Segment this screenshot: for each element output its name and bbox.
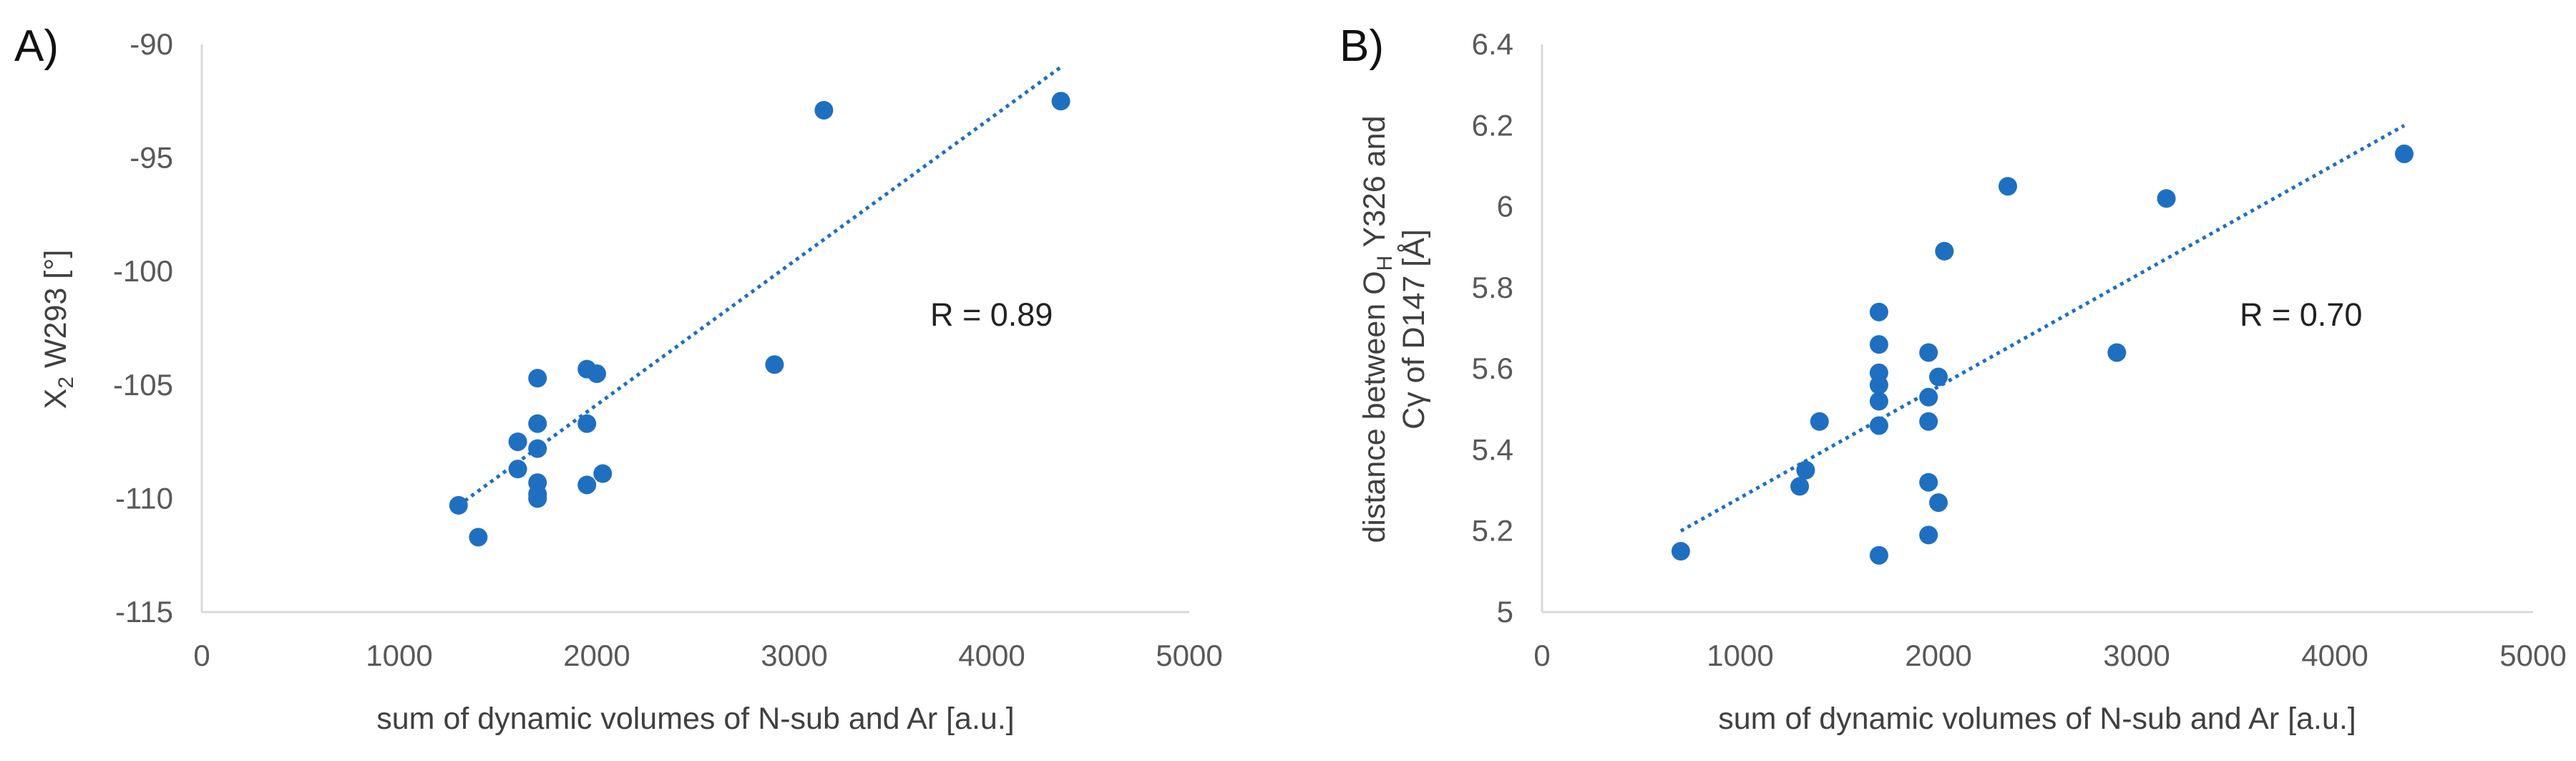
panel-a-y-tick-label: -100 (113, 254, 173, 288)
panel-a-r-annotation: R = 0.89 (930, 296, 1053, 333)
panel-b-x-tick-label: 1000 (1707, 639, 1773, 672)
panel-b-data-point (1998, 177, 2017, 196)
panel-b-data-point (1869, 375, 1888, 394)
panel-a-data-point (577, 414, 597, 433)
panel-b-data-point (1869, 416, 1888, 435)
panel-b-points (1671, 144, 2414, 565)
panel-a-data-point (593, 464, 613, 483)
panel-b-data-point (1869, 392, 1888, 411)
panel-b-data-point (1671, 542, 1690, 561)
panel-a-ylabel-sub: 2 (54, 377, 78, 389)
panel-b-data-point (1929, 493, 1948, 513)
panel-a-data-point (765, 355, 784, 374)
panel-a-data-point (528, 489, 547, 508)
panel-a-x-axis-label: sum of dynamic volumes of N-sub and Ar [… (376, 702, 1014, 736)
panel-b-y-axis-label-line1: distance between OH Y326 and (1357, 115, 1397, 543)
panel-a-ylabel-prefix: X (39, 389, 73, 409)
panel-a-ylabel-suffix: W293 [°] (39, 250, 73, 377)
panel-b-ylabel-prefix: distance between O (1357, 271, 1392, 543)
panel-a-label: A) (14, 21, 59, 71)
panel-b-data-point (2157, 189, 2176, 208)
panel-a-x-tick-label: 2000 (563, 639, 630, 672)
panel-a-data-point (528, 414, 547, 433)
panel-b: B) 5 5.2 5.4 5.6 5.8 6 6.2 6.4 0 1000 2000 3000 400… (1340, 21, 2567, 736)
panel-b-r-annotation: R = 0.70 (2240, 296, 2362, 333)
panel-a-data-point (528, 439, 547, 458)
panel-a-y-tick-label: -90 (130, 27, 173, 61)
panel-b-y-axis-label-line2: Cγ of D147 [Å] (1397, 229, 1431, 430)
panel-a-trendline (457, 65, 1063, 507)
panel-b-y-tick-label: 5.4 (1472, 432, 1513, 466)
panel-b-ylabel-sub: H (1373, 256, 1397, 271)
panel-b-x-tick-label: 3000 (2103, 639, 2170, 672)
panel-b-data-point (1919, 387, 1938, 407)
panel-a-x-ticks: 0 1000 2000 3000 4000 5000 (193, 639, 1222, 672)
panel-a-y-axis-label: X2 W293 [°] (39, 250, 78, 409)
panel-b-data-point (2107, 343, 2127, 362)
panel-b-y-tick-label: 6.2 (1472, 108, 1513, 142)
panel-a-data-point (508, 460, 527, 479)
panel-b-data-point (1869, 335, 1888, 354)
panel-a-data-point (1051, 92, 1070, 111)
panel-a-y-tick-label: -95 (130, 141, 173, 175)
panel-b-y-tick-label: 6.4 (1472, 27, 1513, 61)
panel-b-x-tick-label: 2000 (1905, 639, 1971, 672)
panel-b-y-ticks: 5 5.2 5.4 5.6 5.8 6 6.2 6.4 (1472, 27, 1513, 629)
panel-b-data-point (1935, 241, 1954, 261)
panel-a-x-tick-label: 0 (193, 639, 210, 672)
panel-a-y-tick-label: -115 (115, 595, 173, 629)
panel-a-y-tick-label: -110 (115, 481, 173, 515)
panel-b-y-tick-label: 6 (1497, 190, 1513, 223)
panel-a-data-point (577, 475, 597, 495)
panel-a-x-tick-label: 4000 (958, 639, 1025, 672)
panel-b-data-point (1790, 477, 1810, 496)
panel-a-y-tick-label: -105 (113, 368, 173, 402)
panel-b-data-point (1919, 343, 1938, 362)
panel-b-ylabel-suffix: Y326 and (1357, 115, 1392, 255)
panel-a-x-tick-label: 5000 (1156, 639, 1222, 672)
panel-b-data-point (1796, 460, 1815, 480)
panel-b-x-tick-label: 4000 (2301, 639, 2368, 672)
panel-b-data-point (1919, 472, 1938, 492)
panel-a: A) -90 -95 -100 -105 -110 -115 0 1000 2000 3000 4… (14, 21, 1223, 736)
panel-b-y-tick-label: 5.8 (1472, 271, 1513, 304)
panel-b-data-point (1869, 546, 1888, 565)
panel-b-data-point (1810, 412, 1829, 431)
panel-b-x-ticks: 0 1000 2000 3000 4000 5000 (1533, 639, 2566, 672)
panel-a-points (449, 92, 1070, 547)
panel-a-data-point (469, 528, 488, 547)
panel-b-x-tick-label: 0 (1533, 639, 1550, 672)
panel-b-data-point (2394, 144, 2414, 163)
panel-b-y-tick-label: 5.6 (1472, 352, 1513, 385)
panel-a-data-point (508, 432, 527, 452)
panel-b-x-axis-label: sum of dynamic volumes of N-sub and Ar [… (1718, 702, 2356, 736)
panel-a-x-tick-label: 1000 (366, 639, 432, 672)
panel-a-y-ticks: -90 -95 -100 -105 -110 -115 (113, 27, 173, 629)
panel-a-data-point (449, 495, 468, 515)
panel-b-label: B) (1340, 21, 1384, 71)
panel-b-y-tick-label: 5.2 (1472, 514, 1513, 548)
panel-a-data-point (528, 369, 547, 388)
panel-a-x-tick-label: 3000 (761, 639, 827, 672)
panel-b-data-point (1919, 525, 1938, 545)
panel-a-data-point (587, 364, 606, 383)
panel-b-data-point (1869, 302, 1888, 321)
panel-b-data-point (1929, 367, 1948, 387)
panel-a-data-point (814, 100, 834, 120)
panel-b-x-tick-label: 5000 (2499, 639, 2566, 672)
panel-b-y-tick-label: 5 (1497, 595, 1513, 629)
panel-b-data-point (1919, 412, 1938, 431)
